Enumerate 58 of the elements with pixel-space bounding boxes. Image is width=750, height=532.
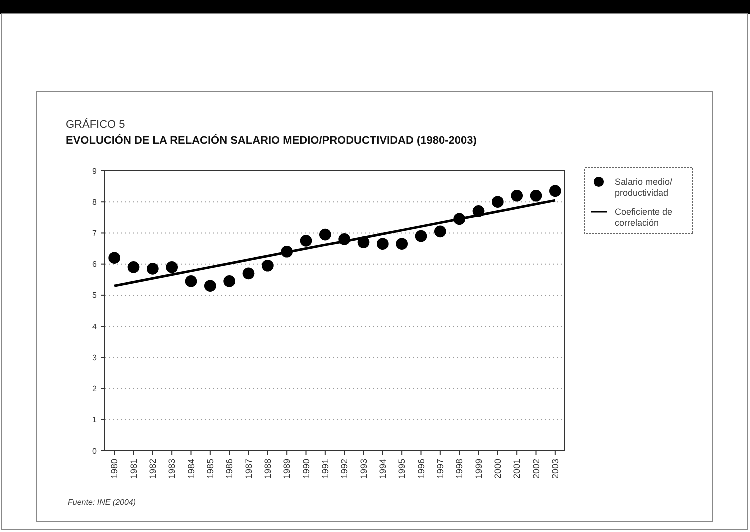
point bbox=[147, 263, 159, 275]
x-tick-label: 1993 bbox=[358, 459, 369, 480]
y-tick-label: 7 bbox=[92, 229, 98, 238]
x-tick-label: 1991 bbox=[320, 459, 331, 480]
point bbox=[204, 280, 216, 292]
point bbox=[242, 268, 255, 280]
x-tick-label: 1989 bbox=[282, 459, 292, 480]
x-tick-label: 1988 bbox=[263, 459, 274, 480]
x-tick-label: 1983 bbox=[167, 459, 178, 480]
y-tick-label: 5 bbox=[92, 291, 98, 300]
point bbox=[434, 226, 446, 238]
point bbox=[185, 276, 198, 288]
x-tick-label: 2003 bbox=[550, 459, 561, 480]
source-note: Fuente: INE (2004) bbox=[68, 498, 136, 507]
point bbox=[415, 230, 428, 242]
point bbox=[492, 196, 504, 208]
y-tick-label: 1 bbox=[92, 416, 98, 425]
point bbox=[128, 262, 140, 274]
x-tick-label: 1998 bbox=[454, 459, 465, 480]
chart-title: GRÁFICO 5 bbox=[66, 118, 126, 131]
point bbox=[511, 190, 523, 202]
x-tick-label: 1984 bbox=[186, 459, 196, 480]
x-tick-label: 1982 bbox=[148, 459, 158, 480]
x-tick-label: 2001 bbox=[512, 459, 522, 480]
y-tick-label: 9 bbox=[92, 166, 98, 176]
x-tick-label: 1996 bbox=[416, 459, 426, 480]
x-tick-label: 1997 bbox=[436, 459, 446, 480]
point bbox=[224, 276, 236, 288]
x-tick-label: 1980 bbox=[110, 459, 120, 480]
point bbox=[550, 185, 562, 198]
point bbox=[108, 252, 120, 264]
x-tick-label: 1999 bbox=[474, 459, 484, 480]
x-tick-label: 2000 bbox=[493, 459, 504, 480]
point bbox=[377, 238, 389, 250]
point bbox=[300, 235, 312, 247]
x-tick-label: 1992 bbox=[340, 459, 350, 480]
y-tick-label: 0 bbox=[92, 446, 98, 456]
x-tick-label: 1990 bbox=[301, 459, 312, 480]
x-tick-label: 1995 bbox=[397, 459, 408, 480]
x-tick-label: 1987 bbox=[244, 459, 254, 480]
x-tick-label: 1985 bbox=[206, 459, 216, 480]
x-tick-label: 1981 bbox=[128, 459, 139, 480]
point bbox=[530, 190, 542, 202]
legend-label: Coeficiente de correlación bbox=[615, 207, 673, 228]
y-tick-label: 4 bbox=[92, 322, 98, 332]
x-tick-label: 1986 bbox=[224, 459, 235, 480]
chart-subtitle: EVOLUCIÓN DE LA RELACIÓN SALARIO MEDIO/PRODUCTIVIDAD (1980-2003) bbox=[66, 134, 478, 147]
point bbox=[262, 260, 274, 272]
y-tick-label: 8 bbox=[92, 198, 98, 207]
x-tick-label: 1994 bbox=[378, 459, 388, 480]
x-tick-label: 2002 bbox=[531, 459, 542, 480]
y-tick-label: 3 bbox=[92, 353, 98, 362]
y-tick-label: 2 bbox=[92, 384, 98, 394]
legend-label: Salario medio/ productividad bbox=[615, 177, 674, 198]
point bbox=[166, 262, 178, 274]
point bbox=[320, 228, 332, 241]
point bbox=[396, 238, 408, 250]
y-tick-label: 6 bbox=[92, 260, 98, 270]
